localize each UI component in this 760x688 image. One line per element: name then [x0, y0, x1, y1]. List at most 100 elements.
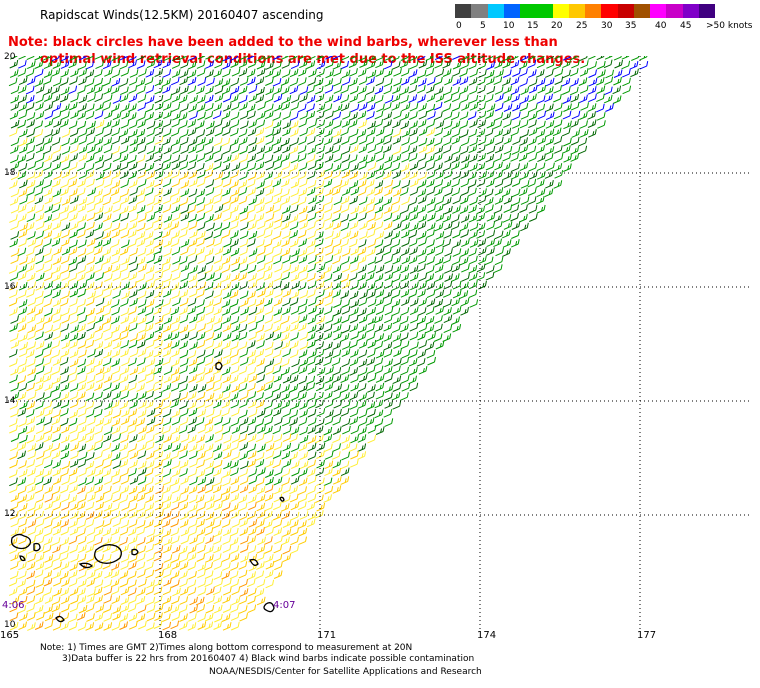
- wind-barb: [231, 332, 241, 342]
- wind-barb: [187, 425, 197, 434]
- wind-barb: [146, 596, 156, 606]
- wind-barb: [44, 620, 54, 630]
- wind-barb: [417, 85, 426, 94]
- wind-barb: [222, 622, 232, 631]
- wind-barb: [206, 501, 215, 511]
- wind-barb: [316, 502, 326, 512]
- wind-barb: [434, 323, 443, 333]
- wind-barb: [221, 366, 231, 376]
- wind-barb: [27, 297, 37, 307]
- wind-barb-map[interactable]: [8, 56, 750, 631]
- wind-barb: [205, 434, 214, 443]
- wind-barb: [154, 178, 163, 188]
- wind-barb: [25, 102, 35, 111]
- wind-barb: [281, 451, 291, 460]
- wind-barb: [180, 222, 190, 231]
- wind-barb: [511, 197, 521, 206]
- wind-barb: [86, 297, 95, 306]
- wind-barb: [213, 102, 222, 112]
- wind-barb: [289, 204, 299, 214]
- wind-barb: [68, 120, 78, 130]
- wind-barb: [570, 136, 580, 146]
- wind-barb: [213, 281, 222, 290]
- wind-barb: [536, 103, 546, 113]
- wind-barb: [172, 587, 181, 597]
- wind-barb: [282, 120, 292, 130]
- wind-barb: [256, 510, 266, 519]
- wind-barb: [503, 94, 512, 103]
- wind-barb: [425, 324, 435, 334]
- island-outline: [131, 548, 139, 556]
- wind-barb: [273, 570, 283, 579]
- wind-barb: [10, 518, 20, 528]
- wind-barb: [570, 119, 579, 128]
- wind-barb: [103, 382, 112, 392]
- wind-barb: [61, 146, 71, 155]
- wind-barb: [579, 56, 588, 62]
- wind-barb: [451, 86, 460, 96]
- wind-barb: [154, 111, 164, 121]
- wind-barb: [204, 324, 214, 333]
- wind-barb: [298, 298, 308, 308]
- wind-barb: [340, 290, 350, 299]
- wind-barb: [570, 56, 579, 61]
- wind-barb: [426, 350, 436, 359]
- wind-barb: [128, 561, 137, 570]
- wind-barb: [18, 94, 27, 104]
- wind-barb: [93, 409, 103, 418]
- wind-barb: [528, 103, 538, 113]
- wind-barb: [212, 443, 222, 453]
- wind-barb: [374, 110, 384, 120]
- wind-barb: [358, 340, 368, 349]
- wind-barb: [248, 484, 258, 494]
- wind-barb: [52, 110, 62, 120]
- wind-barb: [205, 604, 215, 614]
- wind-barb: [153, 391, 163, 400]
- wind-barb: [418, 298, 427, 307]
- wind-barb: [204, 94, 214, 104]
- wind-barb: [197, 476, 207, 486]
- wind-barb: [221, 137, 231, 147]
- wind-barb: [520, 95, 529, 104]
- wind-barb: [418, 273, 428, 282]
- wind-barb: [350, 374, 359, 384]
- wind-barb: [61, 169, 71, 179]
- wind-barb: [136, 520, 146, 529]
- wind-barb: [375, 68, 385, 77]
- wind-barb: [163, 273, 173, 283]
- wind-barb: [307, 212, 317, 222]
- wind-barb: [239, 213, 249, 222]
- wind-barb: [544, 188, 554, 198]
- wind-barb: [189, 95, 198, 104]
- wind-barb: [25, 85, 35, 95]
- wind-barb: [365, 272, 375, 282]
- wind-barb: [146, 425, 155, 434]
- wind-barb: [34, 170, 44, 179]
- wind-barb: [535, 196, 545, 205]
- wind-barb: [443, 230, 453, 239]
- wind-barb: [434, 204, 444, 213]
- wind-barb: [468, 248, 477, 257]
- wind-barb: [222, 56, 231, 62]
- wind-barb: [272, 383, 281, 393]
- wind-barb: [171, 554, 180, 563]
- wind-barb: [230, 510, 240, 519]
- wind-barb: [511, 221, 521, 230]
- wind-barb: [86, 535, 96, 545]
- wind-barb: [221, 78, 231, 87]
- wind-barb: [213, 145, 222, 155]
- wind-barb: [238, 596, 248, 605]
- wind-barb: [171, 425, 181, 435]
- wind-barb: [154, 400, 164, 410]
- wind-barb: [205, 349, 215, 358]
- wind-barb: [111, 85, 120, 95]
- wind-barb: [35, 247, 44, 256]
- wind-barb: [35, 425, 45, 435]
- wind-barb: [35, 459, 44, 468]
- wind-barb: [314, 77, 324, 87]
- wind-barb: [469, 163, 478, 172]
- wind-barb: [282, 417, 291, 427]
- wind-barb: [222, 562, 231, 571]
- wind-barb: [393, 348, 402, 357]
- wind-barb: [435, 120, 445, 129]
